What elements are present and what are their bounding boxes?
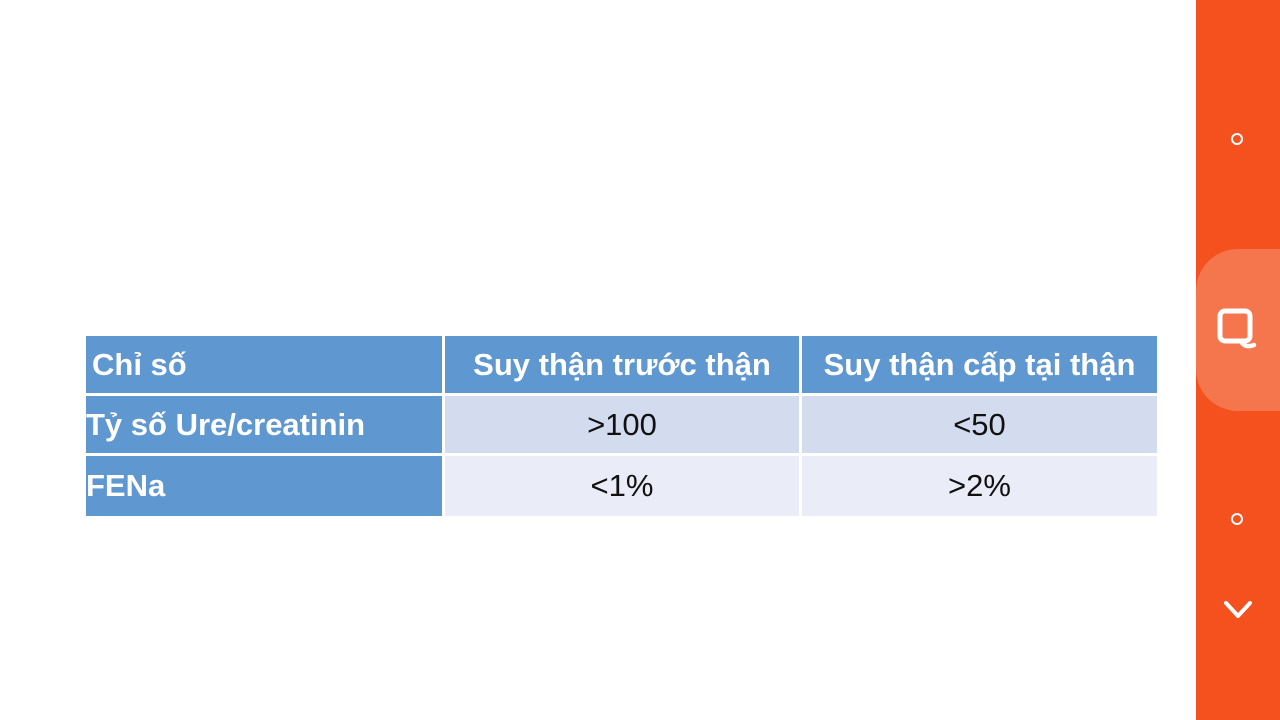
table-cell: >100 <box>442 396 799 456</box>
table-cell: >2% <box>799 456 1157 516</box>
comparison-table: Chỉ số Suy thận trước thận Suy thận cấp … <box>86 336 1157 516</box>
table-row: FENa <1% >2% <box>86 456 1157 516</box>
table-cell: <1% <box>442 456 799 516</box>
chevron-down-icon[interactable] <box>1222 598 1254 622</box>
table-header-cell: Chỉ số <box>86 336 442 396</box>
table-header-row: Chỉ số Suy thận trước thận Suy thận cấp … <box>86 336 1157 396</box>
row-label-cell: FENa <box>86 456 442 516</box>
search-icon <box>1217 308 1257 349</box>
circle-icon[interactable] <box>1231 133 1243 145</box>
slide-canvas: Chỉ số Suy thận trước thận Suy thận cấp … <box>86 336 1157 516</box>
table-header-cell: Suy thận cấp tại thận <box>799 336 1157 396</box>
table-header-cell: Suy thận trước thận <box>442 336 799 396</box>
side-rail <box>1196 0 1280 720</box>
row-label-cell: Tỷ số Ure/creatinin <box>86 396 442 456</box>
table-cell: <50 <box>799 396 1157 456</box>
table-row: Tỷ số Ure/creatinin >100 <50 <box>86 396 1157 456</box>
circle-icon[interactable] <box>1231 513 1243 525</box>
search-button[interactable] <box>1196 249 1280 411</box>
